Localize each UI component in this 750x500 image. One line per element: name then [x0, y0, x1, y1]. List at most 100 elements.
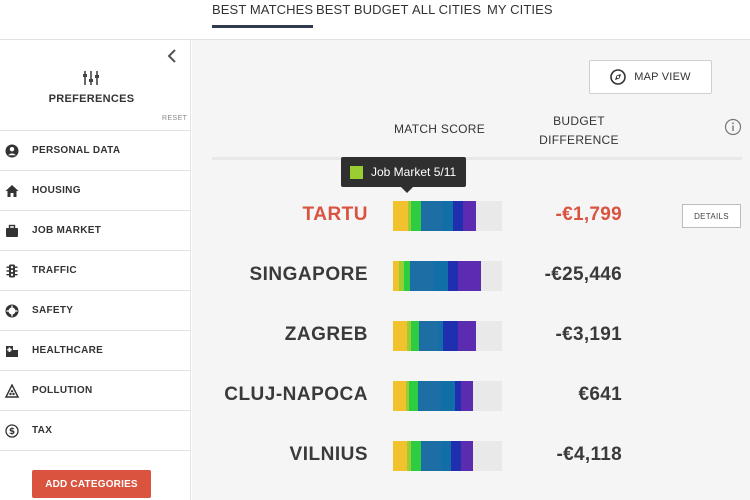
city-name[interactable]: ZAGREB — [284, 324, 368, 345]
score-segment[interactable] — [411, 201, 421, 231]
score-segment[interactable] — [410, 261, 434, 291]
score-segment[interactable] — [399, 261, 404, 291]
score-segment[interactable] — [411, 321, 419, 351]
category-label: HOUSING — [32, 185, 81, 196]
category-label: TAX — [32, 425, 53, 436]
traffic-light-icon — [4, 263, 20, 279]
budget-difference: -€3,191 — [555, 324, 622, 345]
category-safety[interactable]: SAFETY — [0, 291, 191, 331]
city-row[interactable]: VILNIUS -€4,118 — [192, 441, 750, 471]
category-personal-data[interactable]: PERSONAL DATA — [0, 131, 191, 171]
category-tax[interactable]: $ TAX — [0, 411, 191, 451]
category-label: HEALTHCARE — [32, 345, 104, 356]
tab-all-cities[interactable]: ALL CITIES — [412, 2, 482, 17]
city-name[interactable]: CLUJ-NAPOCA — [224, 384, 368, 405]
budget-difference-header: BUDGET DIFFERENCE — [534, 112, 624, 150]
results-panel: MAP VIEW MATCH SCORE BUDGET DIFFERENCE T… — [192, 40, 750, 500]
score-segment[interactable] — [458, 321, 476, 351]
score-segment[interactable] — [453, 201, 463, 231]
category-healthcare[interactable]: HEALTHCARE — [0, 331, 191, 371]
score-segment[interactable] — [451, 441, 461, 471]
score-segment[interactable] — [434, 261, 448, 291]
score-segment[interactable] — [408, 201, 411, 231]
category-housing[interactable]: HOUSING — [0, 171, 191, 211]
score-segment[interactable] — [421, 201, 443, 231]
score-segment[interactable] — [393, 201, 408, 231]
house-icon — [4, 183, 20, 199]
score-segment[interactable] — [419, 321, 439, 351]
pollution-icon — [4, 383, 20, 399]
score-segment[interactable] — [393, 321, 407, 351]
city-row[interactable]: ZAGREB -€3,191 — [192, 321, 750, 351]
score-segment[interactable] — [407, 441, 411, 471]
score-segment[interactable] — [407, 321, 411, 351]
city-row[interactable]: TARTU -€1,799 DETAILS — [192, 201, 750, 231]
match-score-bar[interactable] — [393, 441, 502, 471]
hospital-icon — [4, 343, 20, 359]
score-segment[interactable] — [393, 261, 399, 291]
city-name[interactable]: VILNIUS — [289, 444, 368, 465]
preferences-sidebar: PREFERENCES RESET PERSONAL DATA HOUSING … — [0, 40, 191, 500]
city-name[interactable]: SINGAPORE — [249, 264, 368, 285]
compass-icon — [610, 69, 627, 85]
budget-header-line1: BUDGET — [553, 114, 605, 128]
lifebuoy-icon — [4, 303, 20, 319]
match-score-bar[interactable] — [393, 321, 502, 351]
dollar-coin-icon: $ — [4, 423, 20, 439]
city-row[interactable]: SINGAPORE -€25,446 — [192, 261, 750, 291]
category-label: JOB MARKET — [32, 225, 102, 236]
category-traffic[interactable]: TRAFFIC — [0, 251, 191, 291]
score-segment[interactable] — [441, 381, 455, 411]
score-segment[interactable] — [461, 381, 473, 411]
city-name[interactable]: TARTU — [302, 204, 368, 225]
budget-difference: -€25,446 — [544, 264, 622, 285]
score-segment[interactable] — [443, 201, 453, 231]
map-view-label: MAP VIEW — [634, 71, 691, 83]
preferences-title: PREFERENCES — [48, 93, 135, 105]
category-label: TRAFFIC — [32, 265, 77, 276]
city-row[interactable]: CLUJ-NAPOCA €641 — [192, 381, 750, 411]
category-job-market[interactable]: JOB MARKET — [0, 211, 191, 251]
reset-link[interactable]: RESET — [162, 115, 188, 122]
category-pollution[interactable]: POLLUTION — [0, 371, 191, 411]
segment-tooltip: Job Market 5/11 — [341, 157, 467, 193]
collapse-chevron-icon[interactable] — [165, 48, 179, 64]
score-segment[interactable] — [393, 441, 407, 471]
tooltip-text: Job Market 5/11 — [371, 165, 457, 179]
score-segment[interactable] — [458, 261, 481, 291]
score-segment[interactable] — [455, 381, 461, 411]
budget-difference: -€4,118 — [556, 444, 622, 465]
score-segment[interactable] — [439, 321, 443, 351]
score-segment[interactable] — [406, 381, 409, 411]
match-score-bar[interactable] — [393, 201, 502, 231]
score-segment[interactable] — [443, 321, 458, 351]
score-segment[interactable] — [441, 441, 451, 471]
tab-best-budget[interactable]: BEST BUDGET — [316, 2, 409, 17]
budget-difference: -€1,799 — [555, 204, 622, 225]
add-categories-button[interactable]: ADD CATEGORIES — [32, 470, 151, 498]
score-segment[interactable] — [393, 381, 406, 411]
score-segment[interactable] — [404, 261, 410, 291]
match-score-bar[interactable] — [393, 381, 502, 411]
score-segment[interactable] — [411, 441, 421, 471]
score-segment[interactable] — [421, 441, 441, 471]
sliders-icon — [83, 71, 99, 85]
category-label: PERSONAL DATA — [32, 145, 121, 156]
match-score-bar[interactable] — [393, 261, 502, 291]
category-label: SAFETY — [32, 305, 74, 316]
map-view-button[interactable]: MAP VIEW — [589, 60, 712, 94]
tab-my-cities[interactable]: MY CITIES — [487, 2, 553, 17]
score-segment[interactable] — [418, 381, 441, 411]
top-tab-bar: BEST MATCHES BEST BUDGET ALL CITIES MY C… — [0, 0, 750, 40]
details-button[interactable]: DETAILS — [682, 204, 741, 228]
score-segment[interactable] — [409, 381, 418, 411]
score-segment[interactable] — [461, 441, 473, 471]
tab-best-matches[interactable]: BEST MATCHES — [212, 2, 314, 28]
person-icon — [4, 143, 20, 159]
score-segment[interactable] — [463, 201, 476, 231]
briefcase-icon — [4, 223, 20, 239]
category-label: POLLUTION — [32, 385, 93, 396]
info-icon[interactable] — [724, 118, 742, 136]
svg-text:$: $ — [9, 427, 15, 437]
score-segment[interactable] — [448, 261, 458, 291]
